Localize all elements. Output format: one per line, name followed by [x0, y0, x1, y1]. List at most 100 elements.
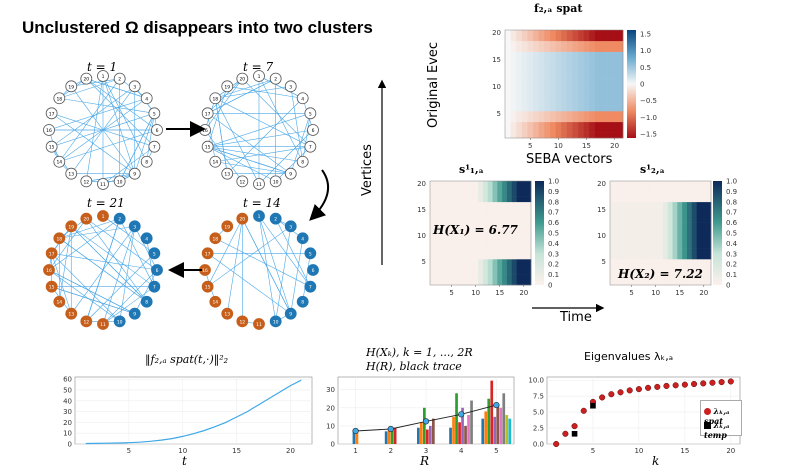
heatmap-cell [506, 274, 513, 281]
heatmap-cell [463, 196, 469, 203]
heatmap-cell [468, 259, 474, 265]
heatmap-cell [682, 181, 688, 187]
graph-edge [102, 75, 147, 162]
heatmap-cell [648, 243, 654, 249]
heatmap-cell [538, 51, 545, 58]
heatmap-cell [527, 62, 534, 69]
heatmap-cell [619, 269, 625, 275]
heatmap-cell [473, 279, 479, 286]
graph-node [65, 220, 78, 233]
heatmap-cell [691, 227, 697, 234]
heatmap-cell [538, 100, 545, 106]
graph-edge [258, 75, 303, 99]
heatmap-cell [434, 191, 440, 197]
heatmap-cell [600, 78, 607, 85]
heatmap-cell [566, 127, 573, 133]
heatmap-cell [624, 279, 630, 286]
heatmap-cell [549, 84, 556, 90]
heatmap-cell [672, 222, 678, 229]
graph-edge [207, 113, 291, 174]
heatmap-cell [617, 84, 624, 90]
heatmap-cell [696, 201, 702, 208]
heatmap-cell [544, 111, 551, 117]
graph-node [209, 155, 222, 168]
heatmap-cell [672, 274, 678, 281]
colorbar-tick: 0.3 [726, 250, 737, 258]
heatmap-cell [526, 279, 532, 286]
graph-node-label: 11 [256, 322, 262, 328]
graph-label-t7: t = 7 [243, 60, 274, 74]
graph-edge [134, 226, 158, 271]
heatmap-cell [638, 222, 644, 229]
heatmap-cell [614, 222, 620, 229]
heatmap-cell [561, 127, 568, 133]
colorbar-tick: −1.0 [640, 114, 657, 122]
heatmap-cell [667, 201, 673, 208]
heatmap-cell [634, 279, 640, 286]
heatmap-cell [458, 191, 464, 197]
heatmap-cell [578, 127, 584, 133]
graph-edge [134, 269, 158, 314]
heatmap-cell [434, 207, 440, 213]
heatmap-cell [516, 67, 523, 74]
heatmap-cell [505, 84, 511, 90]
heatmap-cell [521, 259, 527, 265]
heatmap-cell [682, 264, 688, 270]
heatmap-cell [521, 89, 528, 96]
heatmap-cell [538, 105, 545, 112]
graph-node-label: 18 [56, 96, 62, 102]
heatmap-cell [706, 222, 712, 229]
heatmap-cell [677, 212, 683, 218]
heatmap-cell [662, 191, 669, 197]
heatmap-cell [672, 243, 678, 249]
heatmap-cell [606, 35, 613, 42]
heatmap-cell [619, 201, 625, 208]
heatmap-cell [696, 274, 702, 281]
heatmap-cell [643, 201, 649, 208]
heatmap-cell [533, 111, 540, 117]
heatmap-cell [502, 264, 508, 270]
colorbar-tick: 0.8 [548, 198, 559, 206]
heatmap-cell [526, 196, 532, 203]
heatmap-cell [549, 35, 556, 42]
graph-node [45, 140, 58, 153]
heatmap-cell [516, 212, 522, 218]
heatmap-cell [600, 100, 607, 106]
graph-node [253, 178, 265, 190]
entropy-bar [490, 380, 494, 444]
heatmap-cell [505, 40, 511, 47]
heatmap-cell [434, 259, 440, 265]
heatmap-cell [600, 67, 607, 74]
heatmap-cell [516, 238, 522, 244]
heatmap-cell [696, 259, 702, 265]
heatmap-cell [606, 127, 613, 133]
heatmap-cell [478, 259, 484, 265]
heatmap-cell [617, 94, 624, 101]
heatmap-cell [648, 191, 654, 197]
x-tick: 5 [127, 447, 131, 455]
heatmap-cell [444, 279, 450, 286]
heatmap-cell [578, 116, 584, 123]
heatmap-cell [610, 186, 616, 192]
heatmap-cell [561, 40, 568, 47]
heatmap-cell [516, 253, 522, 260]
heatmap-cell [677, 207, 683, 213]
graph-node-label: 17 [49, 111, 55, 117]
heatmap-cell [594, 84, 601, 90]
heatmap-cell [538, 84, 545, 90]
heatmap-cell [516, 121, 523, 128]
heatmap-cell [511, 207, 517, 213]
graph-edge [290, 238, 303, 314]
heatmap-cell [653, 269, 659, 275]
heatmap-cell [502, 274, 508, 281]
heatmap-cell [643, 217, 649, 223]
heatmap-cell [629, 269, 635, 275]
heatmap-cell [511, 222, 517, 229]
heatmap-cell [578, 132, 584, 139]
heatmap-cell [516, 248, 522, 255]
heatmap-cell [606, 46, 613, 52]
heatmap-cell [617, 89, 624, 96]
heatmap-cell [516, 57, 523, 63]
heatmap-cell [696, 207, 702, 213]
